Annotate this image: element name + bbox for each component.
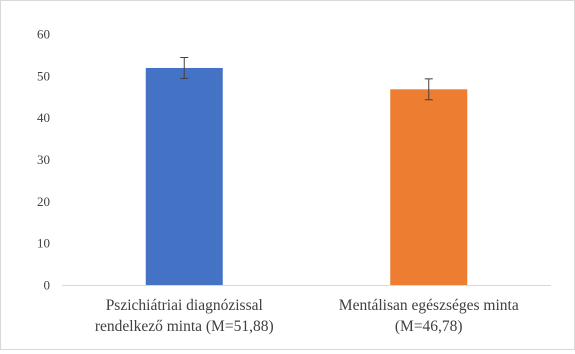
y-tick-label: 0 [44, 278, 51, 293]
x-category-label: (M=46,78) [395, 318, 463, 335]
y-tick-label: 60 [37, 27, 50, 42]
x-category-label: rendelkező minta (M=51,88) [95, 318, 274, 335]
y-tick-label: 40 [37, 110, 50, 125]
y-tick-label: 20 [37, 194, 50, 209]
y-tick-label: 10 [37, 236, 50, 251]
y-tick-label: 30 [37, 152, 50, 167]
x-category-label: Mentálisan egészséges minta [339, 297, 519, 314]
x-category-label: Pszichiátriai diagnózissal [106, 297, 263, 314]
bar [145, 67, 223, 286]
bar [390, 89, 468, 285]
y-tick-label: 50 [37, 68, 50, 83]
bar-chart: 0 10 20 30 40 50 60 Pszichiátriai diagnózissal r… [37, 27, 551, 335]
